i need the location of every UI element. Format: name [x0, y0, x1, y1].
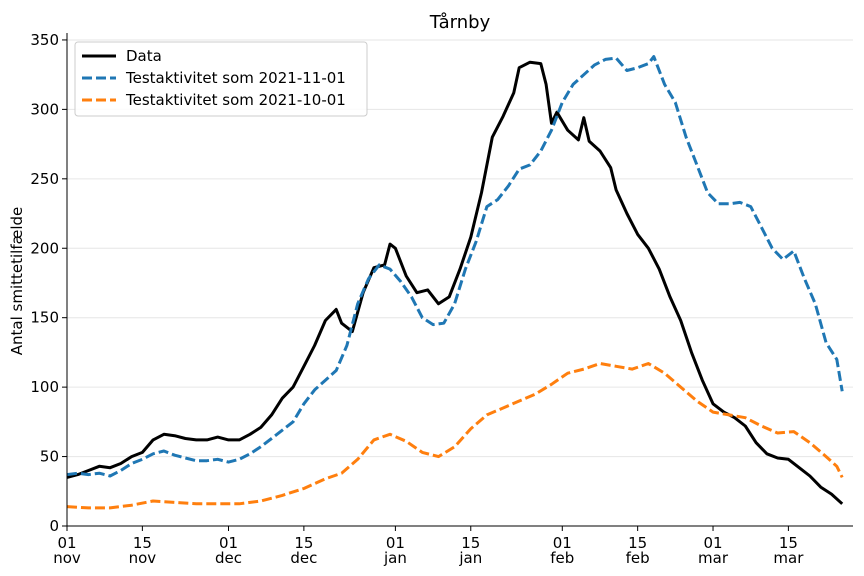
legend-label-0: Data — [126, 47, 162, 65]
x-tick-month-label: dec — [290, 549, 317, 567]
x-tick-month-label: jan — [458, 549, 482, 567]
y-tick-label: 350 — [30, 31, 59, 49]
x-tick-month-label: dec — [215, 549, 242, 567]
x-tick-month-label: mar — [698, 549, 729, 567]
y-ticks: 0 50 100 150 200 250 300 350 — [30, 31, 67, 535]
axes — [66, 33, 853, 527]
y-tick-label: 100 — [30, 378, 59, 396]
y-tick-label: 300 — [30, 100, 59, 118]
y-axis-label: Antal smittetilfælde — [8, 207, 26, 356]
x-tick-day-label: 01 — [553, 534, 572, 552]
series-line-0 — [66, 60, 844, 505]
x-ticks: 01nov15nov01dec15dec01jan15jan01feb15feb… — [53, 526, 804, 567]
y-tick-label: 150 — [30, 309, 59, 327]
x-tick-day-label: 15 — [461, 534, 480, 552]
x-tick-day-label: 01 — [386, 534, 405, 552]
x-tick-day-label: 01 — [57, 534, 76, 552]
x-tick-day-label: 01 — [703, 534, 722, 552]
x-tick-month-label: feb — [626, 549, 650, 567]
x-tick-month-label: feb — [550, 549, 574, 567]
y-tick-label: 250 — [30, 170, 59, 188]
series-lines — [66, 55, 844, 510]
x-tick-day-label: 01 — [219, 534, 238, 552]
x-tick-month-label: nov — [129, 549, 157, 567]
x-tick-month-label: nov — [53, 549, 81, 567]
legend: Data Testaktivitet som 2021-11-01 Testakti… — [74, 41, 368, 117]
legend-box — [74, 41, 368, 117]
y-tick-label: 200 — [30, 239, 59, 257]
x-tick-day-label: 15 — [294, 534, 313, 552]
chart-title: Tårnby — [429, 12, 491, 33]
y-tick-label: 0 — [49, 517, 59, 535]
x-tick-day-label: 15 — [779, 534, 798, 552]
x-tick-month-label: jan — [383, 549, 407, 567]
series-line-1 — [66, 55, 844, 478]
x-tick-day-label: 15 — [628, 534, 647, 552]
legend-label-2: Testaktivitet som 2021-10-01 — [125, 91, 346, 109]
x-tick-month-label: mar — [773, 549, 804, 567]
y-tick-label: 50 — [40, 448, 59, 466]
legend-label-1: Testaktivitet som 2021-11-01 — [125, 69, 346, 87]
x-tick-day-label: 15 — [133, 534, 152, 552]
series-line-2 — [66, 362, 844, 510]
